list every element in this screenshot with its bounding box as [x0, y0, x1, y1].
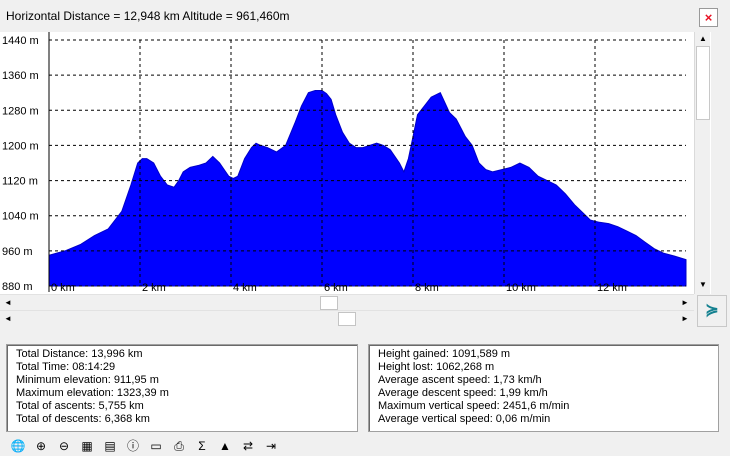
zoom-scroll-thumb[interactable]	[338, 312, 356, 326]
x-tick-label: 10 km	[506, 282, 536, 294]
x-tick-label: 12 km	[597, 282, 627, 294]
y-tick-label: 1040 m	[2, 211, 39, 223]
y-tick-label: 880 m	[2, 281, 33, 293]
title-bar: Horizontal Distance = 12,948 km Altitude…	[0, 0, 730, 32]
x-tick-label: 8 km	[415, 282, 439, 294]
stat-max-vertical-speed: Maximum vertical speed: 2451,6 m/min	[378, 400, 570, 412]
y-tick-label: 1200 m	[2, 140, 39, 152]
horizontal-scrollbar-zoom[interactable]: ◄ ►	[0, 310, 694, 326]
zoom-scroll-left-icon[interactable]: ◄	[4, 314, 12, 323]
stat-max-elevation: Maximum elevation: 1323,39 m	[16, 387, 169, 399]
elevation-area	[48, 90, 687, 287]
close-icon: ×	[704, 10, 713, 25]
y-tick-label: 1120 m	[2, 176, 38, 188]
x-tick-label: 6 km	[324, 282, 348, 294]
y-tick-label: 1360 m	[2, 70, 39, 82]
scroll-down-icon[interactable]: ▼	[699, 280, 707, 289]
close-button[interactable]: ×	[699, 8, 718, 27]
x-tick-label: 2 km	[142, 282, 166, 294]
calculator-icon[interactable]: ▤	[104, 439, 116, 453]
export-icon[interactable]: ⇥	[265, 439, 277, 453]
shoe-icon[interactable]: ▲	[219, 439, 231, 453]
swap-icon[interactable]: ⇄	[242, 439, 254, 453]
stats-panel-right: Height gained: 1091,589 m Height lost: 1…	[368, 344, 719, 432]
document-icon[interactable]: ▭	[150, 439, 162, 453]
stat-avg-ascent-speed: Average ascent speed: 1,73 km/h	[378, 374, 542, 386]
sum-icon[interactable]: Σ	[198, 439, 206, 453]
stat-total-time: Total Time: 08:14:29	[16, 361, 116, 373]
zoom-out-icon[interactable]: ⊖	[58, 439, 70, 453]
horizontal-scroll-thumb[interactable]	[320, 296, 338, 310]
vertical-scrollbar[interactable]: ▲ ▼	[694, 32, 710, 294]
stat-avg-vertical-speed: Average vertical speed: 0,06 m/min	[378, 413, 551, 425]
zoom-scroll-right-icon[interactable]: ►	[681, 314, 689, 323]
stat-height-gained: Height gained: 1091,589 m	[378, 348, 511, 360]
y-tick-label: 1280 m	[2, 105, 39, 117]
stat-height-lost: Height lost: 1062,268 m	[378, 361, 495, 373]
x-tick-label: 4 km	[233, 282, 257, 294]
print-icon[interactable]: ⎙	[174, 439, 184, 453]
elevation-chart[interactable]: 1440 m 1360 m 1280 m 1200 m 1120 m 1040 m 960 …	[0, 32, 711, 294]
bottom-toolbar: 🌐 ⊕ ⊖ ▦ ▤ ⓘ ▭ ⎙ Σ ▲ ⇄ ⇥	[0, 436, 730, 456]
y-tick-label: 1440 m	[2, 35, 39, 47]
horizontal-scrollbar-chart[interactable]: ◄ ►	[0, 294, 694, 310]
scroll-left-icon[interactable]: ◄	[4, 298, 12, 307]
vertical-scroll-thumb[interactable]	[696, 46, 710, 120]
globe-icon[interactable]: 🌐	[10, 439, 26, 453]
stat-min-elevation: Minimum elevation: 911,95 m	[16, 374, 159, 386]
stats-panel-left: Total Distance: 13,996 km Total Time: 08…	[6, 344, 358, 432]
scroll-right-icon[interactable]: ►	[681, 298, 689, 307]
stat-avg-descent-speed: Average descent speed: 1,99 km/h	[378, 387, 548, 399]
grid-icon[interactable]: ▦	[81, 439, 93, 453]
stat-total-descents: Total of descents: 6,368 km	[16, 413, 150, 425]
expand-button[interactable]: ≽	[697, 295, 727, 327]
stat-total-ascents: Total of ascents: 5,755 km	[16, 400, 144, 412]
inspect-icon[interactable]: ⓘ	[126, 439, 139, 453]
x-tick-label: 0 km	[51, 282, 75, 294]
elevation-profile-plot: 1440 m 1360 m 1280 m 1200 m 1120 m 1040 m 960 …	[2, 32, 687, 294]
stat-total-distance: Total Distance: 13,996 km	[16, 348, 143, 360]
double-chevron-up-icon: ≽	[705, 302, 719, 319]
zoom-in-icon[interactable]: ⊕	[35, 439, 47, 453]
window-title: Horizontal Distance = 12,948 km Altitude…	[6, 9, 290, 23]
y-tick-label: 960 m	[2, 246, 33, 258]
scroll-up-icon[interactable]: ▲	[699, 34, 707, 43]
